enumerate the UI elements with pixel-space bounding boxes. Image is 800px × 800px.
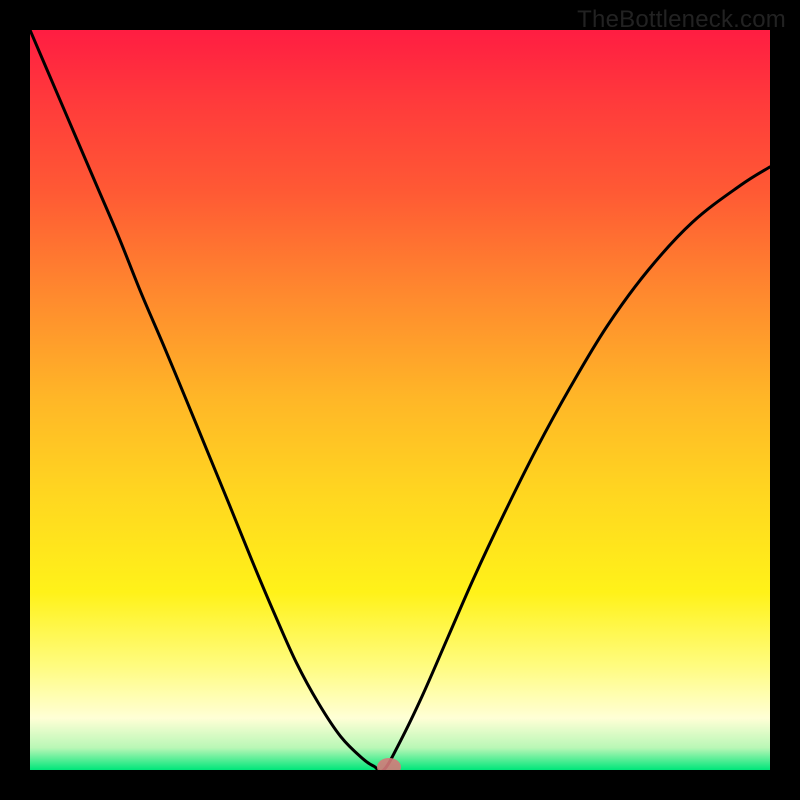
plot-area	[30, 30, 770, 770]
watermark-text: TheBottleneck.com	[577, 6, 786, 34]
chart-frame: TheBottleneck.com	[0, 0, 800, 800]
minimum-marker	[377, 758, 401, 770]
bottleneck-curve	[30, 30, 770, 770]
curve-layer	[30, 30, 770, 770]
